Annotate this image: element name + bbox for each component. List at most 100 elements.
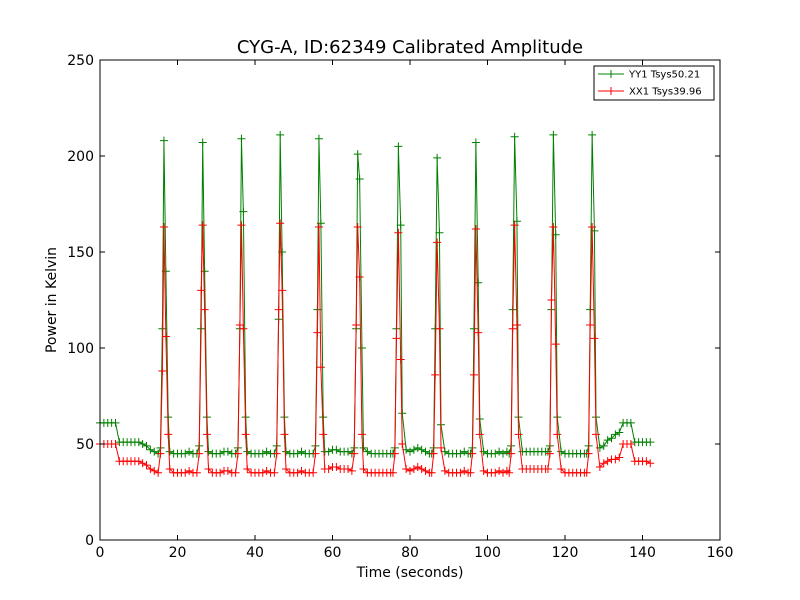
y-tick-label: 0: [85, 533, 94, 549]
data-point: [394, 228, 403, 237]
data-point: [557, 447, 566, 456]
data-point: [159, 223, 168, 232]
data-point: [431, 370, 440, 379]
data-point: [421, 447, 430, 456]
data-point: [417, 445, 426, 454]
data-point: [359, 443, 368, 452]
data-point: [402, 464, 411, 473]
data-point: [350, 449, 359, 458]
data-point: [134, 457, 143, 466]
data-point: [479, 447, 488, 456]
data-point: [514, 430, 523, 439]
data-point: [595, 463, 604, 472]
data-point: [474, 328, 483, 337]
data-point: [512, 320, 521, 329]
data-point: [413, 463, 422, 472]
data-point: [353, 150, 362, 159]
x-tick-label: 80: [401, 545, 419, 561]
data-point: [507, 449, 516, 458]
legend-marker: [607, 87, 615, 95]
legend-entry-xx1: XX1 Tsys39.96: [598, 87, 702, 98]
data-point: [146, 445, 155, 454]
data-point: [233, 449, 242, 458]
data-point: [239, 207, 248, 216]
data-point: [545, 449, 554, 458]
data-point: [165, 447, 174, 456]
data-point: [278, 286, 287, 295]
data-point: [111, 418, 120, 427]
data-point: [642, 457, 651, 466]
data-point: [134, 438, 143, 447]
data-point: [417, 464, 426, 473]
data-point: [440, 466, 449, 475]
data-point: [471, 224, 480, 233]
data-point: [421, 466, 430, 475]
data-point: [185, 447, 194, 456]
data-point: [200, 305, 209, 314]
data-point: [611, 430, 620, 439]
data-point: [549, 130, 558, 139]
data-point: [280, 430, 289, 439]
x-tick-label: 0: [96, 545, 105, 561]
data-point: [156, 449, 165, 458]
data-point: [202, 430, 211, 439]
data-point: [314, 223, 323, 232]
data-point: [398, 409, 407, 418]
data-point: [216, 468, 225, 477]
data-point: [390, 449, 399, 458]
data-point: [396, 355, 405, 364]
y-tick-label: 150: [67, 245, 94, 261]
data-point: [479, 466, 488, 475]
data-point: [352, 320, 361, 329]
data-point: [615, 453, 624, 462]
data-point: [611, 455, 620, 464]
y-tick-label: 250: [67, 53, 94, 69]
data-point: [510, 132, 519, 141]
data-point: [272, 449, 281, 458]
data-point: [158, 367, 167, 376]
data-point: [235, 320, 244, 329]
data-point: [316, 219, 325, 228]
x-tick-label: 20: [169, 545, 187, 561]
data-point: [111, 440, 120, 448]
data-point: [237, 221, 246, 230]
data-point: [239, 324, 248, 333]
data-point: [435, 228, 444, 237]
y-tick-label: 200: [67, 149, 94, 165]
data-point: [357, 344, 366, 352]
data-point: [161, 332, 170, 341]
data-point: [557, 464, 566, 473]
data-point: [276, 219, 285, 228]
data-point: [241, 430, 250, 439]
data-point: [138, 440, 147, 448]
data-point: [231, 468, 240, 477]
data-point: [495, 466, 504, 475]
data-point: [181, 468, 190, 477]
data-point: [258, 449, 267, 458]
x-tick-label: 60: [324, 545, 342, 561]
data-point: [150, 447, 159, 456]
data-point: [355, 175, 364, 184]
data-point: [237, 134, 246, 143]
data-point: [603, 436, 612, 445]
y-tick-label: 100: [67, 341, 94, 357]
data-point: [146, 464, 155, 473]
data-point: [599, 441, 608, 450]
data-point: [413, 443, 422, 452]
data-point: [398, 440, 407, 448]
legend-box: [593, 65, 715, 101]
data-point: [216, 449, 225, 458]
x-tick-label: 160: [707, 545, 734, 561]
data-point: [491, 468, 500, 477]
data-point: [223, 466, 232, 475]
legend-label-xx1: XX1 Tsys39.96: [629, 87, 702, 98]
data-point: [433, 238, 442, 247]
data-point: [276, 130, 285, 139]
data-point: [347, 466, 356, 475]
x-axis-ticks: 0 20 40 60 80 100 120 140 160: [96, 60, 734, 561]
data-point: [319, 413, 328, 422]
data-point: [409, 464, 418, 473]
data-point: [435, 324, 444, 333]
data-point: [406, 447, 414, 456]
y-axis-label: Power in Kelvin: [44, 247, 60, 353]
